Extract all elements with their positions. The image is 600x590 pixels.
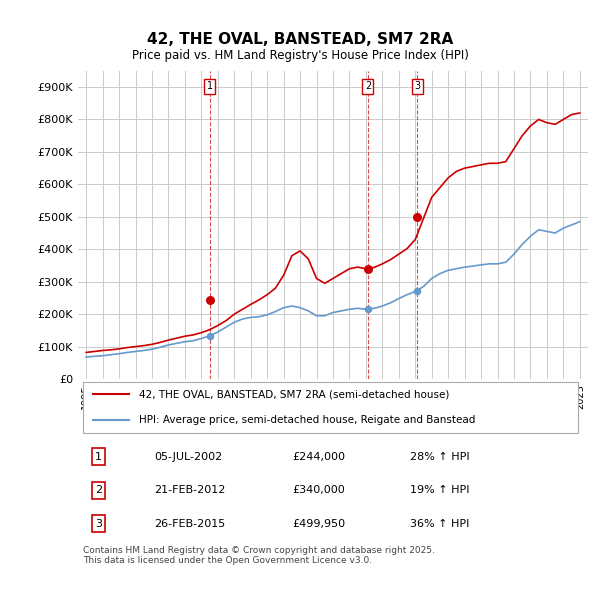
Text: Contains HM Land Registry data © Crown copyright and database right 2025.
This d: Contains HM Land Registry data © Crown c… <box>83 546 435 565</box>
Point <box>412 212 422 221</box>
Text: 2: 2 <box>365 81 371 91</box>
Text: 21-FEB-2012: 21-FEB-2012 <box>155 485 226 495</box>
Text: £499,950: £499,950 <box>292 519 346 529</box>
Text: 3: 3 <box>414 81 420 91</box>
Point <box>205 331 214 340</box>
Point <box>412 287 422 296</box>
Text: 05-JUL-2002: 05-JUL-2002 <box>155 452 223 462</box>
Text: Price paid vs. HM Land Registry's House Price Index (HPI): Price paid vs. HM Land Registry's House … <box>131 49 469 62</box>
Point <box>363 304 373 314</box>
Text: 26-FEB-2015: 26-FEB-2015 <box>155 519 226 529</box>
Text: 2: 2 <box>95 485 102 495</box>
Text: 19% ↑ HPI: 19% ↑ HPI <box>409 485 469 495</box>
Text: 42, THE OVAL, BANSTEAD, SM7 2RA (semi-detached house): 42, THE OVAL, BANSTEAD, SM7 2RA (semi-de… <box>139 389 449 399</box>
Point <box>205 295 214 304</box>
Text: 28% ↑ HPI: 28% ↑ HPI <box>409 452 469 462</box>
FancyBboxPatch shape <box>83 382 578 433</box>
Text: £340,000: £340,000 <box>292 485 345 495</box>
Text: 1: 1 <box>95 452 102 462</box>
Point <box>363 264 373 273</box>
Text: 3: 3 <box>95 519 102 529</box>
Text: £244,000: £244,000 <box>292 452 345 462</box>
Text: 42, THE OVAL, BANSTEAD, SM7 2RA: 42, THE OVAL, BANSTEAD, SM7 2RA <box>147 32 453 47</box>
Text: 36% ↑ HPI: 36% ↑ HPI <box>409 519 469 529</box>
Text: 1: 1 <box>206 81 212 91</box>
Text: HPI: Average price, semi-detached house, Reigate and Banstead: HPI: Average price, semi-detached house,… <box>139 415 476 425</box>
